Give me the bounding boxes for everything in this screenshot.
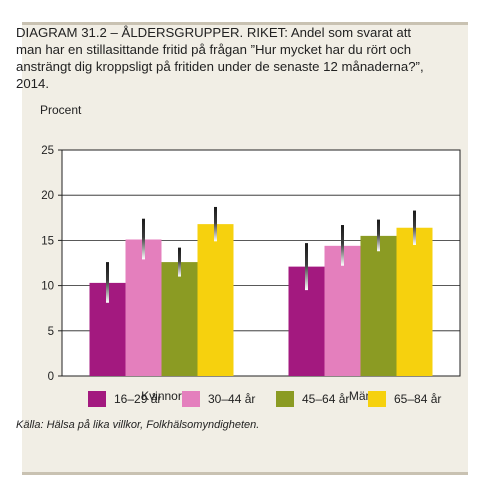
error-bar	[413, 210, 416, 245]
bar	[360, 235, 397, 376]
legend-swatch	[88, 391, 106, 407]
bar	[125, 239, 162, 376]
legend-label: 45–64 år	[302, 392, 350, 406]
y-tick-label: 25	[41, 145, 54, 157]
bar	[324, 245, 361, 376]
error-bar	[305, 243, 308, 291]
source-note: Källa: Hälsa på lika villkor, Folkhälsom…	[16, 419, 260, 431]
error-bar	[377, 219, 380, 252]
error-bar	[106, 262, 109, 303]
chart-title: DIAGRAM 31.2 – ÅLDERSGRUPPER. RIKET: And…	[16, 25, 424, 91]
y-tick-label: 0	[48, 371, 54, 383]
bar	[161, 262, 198, 376]
legend-swatch	[182, 391, 200, 407]
error-bar	[142, 218, 145, 260]
y-tick-label: 5	[48, 326, 54, 338]
x-tick-label: Kvinnor	[141, 389, 182, 403]
legend-swatch	[276, 391, 294, 407]
error-bar	[341, 225, 344, 266]
chart-legend: 16–29 år 30–44 år 45–64 år 65–84 år	[64, 391, 444, 411]
top-rule	[22, 22, 468, 25]
legend-swatch	[368, 391, 386, 407]
bar	[197, 224, 234, 376]
legend-label: 16–29 år	[114, 392, 162, 406]
legend-label: 30–44 år	[208, 392, 256, 406]
error-bar	[214, 206, 217, 242]
x-tick-label: Män	[349, 389, 372, 403]
bar	[396, 227, 433, 376]
y-tick-label: 10	[41, 281, 54, 293]
y-tick-label: 20	[41, 190, 54, 202]
error-bar	[178, 247, 181, 277]
y-tick-label: 15	[41, 235, 54, 247]
legend-label: 65–84 år	[394, 392, 442, 406]
y-axis-label: Procent	[40, 103, 82, 117]
